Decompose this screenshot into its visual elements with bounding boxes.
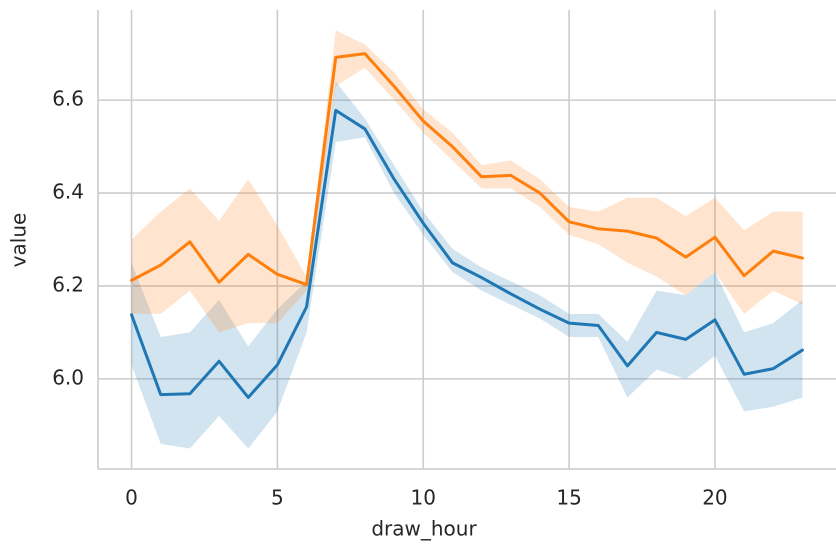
x-tick-label: 10 (411, 486, 436, 510)
series-line (130, 52, 804, 287)
y-tick-label: 6.2 (52, 272, 84, 296)
x-tick-label: 0 (125, 486, 138, 510)
x-tick-label: 20 (702, 486, 727, 510)
series-line (130, 108, 804, 399)
y-tick-label: 6.4 (52, 180, 84, 204)
x-tick-label: 5 (271, 486, 284, 510)
y-axis-label: value (7, 213, 31, 268)
confidence-band (131, 30, 803, 333)
x-axis-label: draw_hour (371, 517, 477, 541)
y-tick-label: 6.0 (52, 365, 84, 389)
y-tick-label: 6.6 (52, 87, 84, 111)
x-tick-label: 15 (556, 486, 581, 510)
